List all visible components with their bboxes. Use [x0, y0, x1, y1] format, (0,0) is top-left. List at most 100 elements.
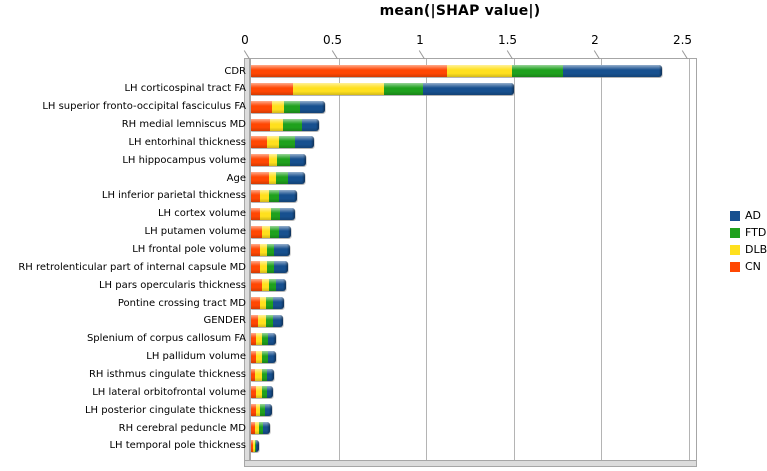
x-tick-label: 1.5 — [497, 33, 518, 47]
bar-segment-ftd — [271, 207, 280, 220]
bar-segment-cn — [251, 65, 447, 77]
bar-segment-dlb — [268, 154, 278, 167]
bar-segment-dlb — [255, 368, 262, 381]
bar-segment-ad — [422, 82, 514, 95]
bar-segment-dlb — [256, 386, 262, 399]
bar-segment-cn — [251, 332, 257, 345]
y-axis-label: RH isthmus cingulate thickness — [88, 369, 246, 381]
bar-segment-cn — [251, 279, 262, 292]
bar-segment-ftd — [279, 136, 295, 149]
bar-segment-cn — [251, 297, 260, 310]
bar-segment-ad — [272, 297, 285, 310]
bar-segment-dlb — [266, 136, 279, 149]
y-axis-label: RH cerebral peduncle MD — [118, 422, 246, 434]
legend-swatch-ad — [730, 210, 740, 221]
bar-segment-cn — [251, 136, 267, 149]
bar — [251, 118, 320, 131]
bar-segment-cn — [251, 207, 260, 220]
bar-segment-ad — [301, 118, 320, 131]
bar-segment-ad — [294, 136, 314, 149]
bar-segment-ad — [265, 404, 272, 417]
y-axis-label: LH superior fronto-occipital fasciculus … — [42, 101, 246, 113]
bar-segment-ad — [300, 100, 325, 113]
bar — [251, 332, 277, 345]
bar-segment-cn — [251, 189, 260, 202]
bar — [251, 100, 325, 113]
bar-segment-dlb — [252, 439, 255, 452]
bar-segment-cn — [251, 368, 256, 381]
bar-segment-ad — [287, 172, 306, 185]
bar-segment-dlb — [256, 404, 260, 417]
y-axis-label: LH entorhinal thickness — [128, 136, 246, 148]
legend-swatch-cn — [730, 261, 740, 272]
legend-item-dlb: DLB — [730, 244, 767, 255]
legend-label: FTD — [745, 226, 767, 239]
bar-segment-dlb — [293, 82, 384, 95]
y-axis-label: LH lateral orbitofrontal volume — [92, 386, 246, 398]
y-axis-label: Age — [226, 172, 246, 184]
y-axis-label: LH temporal pole thickness — [109, 440, 246, 452]
bar-segment-ad — [267, 350, 276, 363]
gridline — [513, 59, 515, 460]
bar — [251, 297, 285, 310]
bar-segment-ftd — [282, 118, 302, 131]
bar-segment-cn — [251, 243, 260, 256]
bar — [251, 404, 272, 417]
bar-segment-ftd — [270, 225, 279, 238]
plot-area — [250, 58, 697, 461]
bar-segment-dlb — [259, 261, 267, 274]
bar-segment-cn — [251, 261, 260, 274]
bar-segment-dlb — [261, 279, 269, 292]
legend-swatch-dlb — [730, 244, 740, 255]
bar — [251, 136, 314, 149]
bar-segment-cn — [251, 350, 257, 363]
x-tick-label: 0 — [241, 33, 249, 47]
bar-segment-ftd — [275, 172, 288, 185]
bar — [251, 261, 288, 274]
bar — [251, 154, 307, 167]
y-axis-label: Splenium of corpus callosum FA — [86, 333, 246, 345]
y-axis-label: Pontine crossing tract MD — [117, 297, 246, 309]
bar-segment-dlb — [256, 332, 263, 345]
bar-segment-dlb — [261, 225, 271, 238]
y-axis-label: LH corticospinal tract FA — [124, 83, 246, 95]
y-axis-label: LH posterior cingulate thickness — [84, 404, 246, 416]
y-axis-label: LH pars opercularis thickness — [98, 279, 246, 291]
bar — [251, 172, 306, 185]
legend-item-ftd: FTD — [730, 227, 767, 238]
legend-item-ad: AD — [730, 210, 767, 221]
bar-segment-cn — [251, 225, 262, 238]
bar-segment-cn — [251, 404, 257, 417]
bar — [251, 279, 286, 292]
bar-segment-ad — [562, 65, 663, 77]
bar — [251, 368, 274, 381]
bar — [251, 207, 295, 220]
bar-segment-ftd — [265, 297, 273, 310]
bar — [251, 314, 284, 327]
bar-segment-dlb — [259, 243, 267, 256]
bar-segment-ad — [273, 243, 290, 256]
bar-segment-ftd — [266, 243, 274, 256]
bar — [251, 439, 259, 452]
x-tick-label: 0.5 — [322, 33, 343, 47]
bar-segment-cn — [251, 314, 258, 327]
bar-segment-ad — [255, 439, 259, 452]
bar-segment-ad — [275, 279, 286, 292]
bar — [251, 386, 273, 399]
bar-segment-dlb — [447, 65, 512, 77]
legend-label: DLB — [745, 243, 767, 256]
legend-item-cn: CN — [730, 261, 767, 272]
bar-segment-ad — [279, 225, 292, 238]
y-axis-label: LH inferior parietal thickness — [101, 190, 246, 202]
bar-segment-cn — [251, 439, 253, 452]
bar-segment-ad — [290, 154, 307, 167]
bar-segment-ad — [272, 314, 284, 327]
bar-segment-ad — [279, 189, 297, 202]
bar-segment-dlb — [259, 297, 266, 310]
legend-label: AD — [745, 209, 761, 222]
bar-segment-dlb — [256, 350, 263, 363]
bar-segment-ftd — [266, 261, 274, 274]
bar-segment-cn — [251, 82, 293, 95]
bar-segment-ftd — [254, 439, 256, 452]
bar-segment-cn — [251, 100, 272, 113]
